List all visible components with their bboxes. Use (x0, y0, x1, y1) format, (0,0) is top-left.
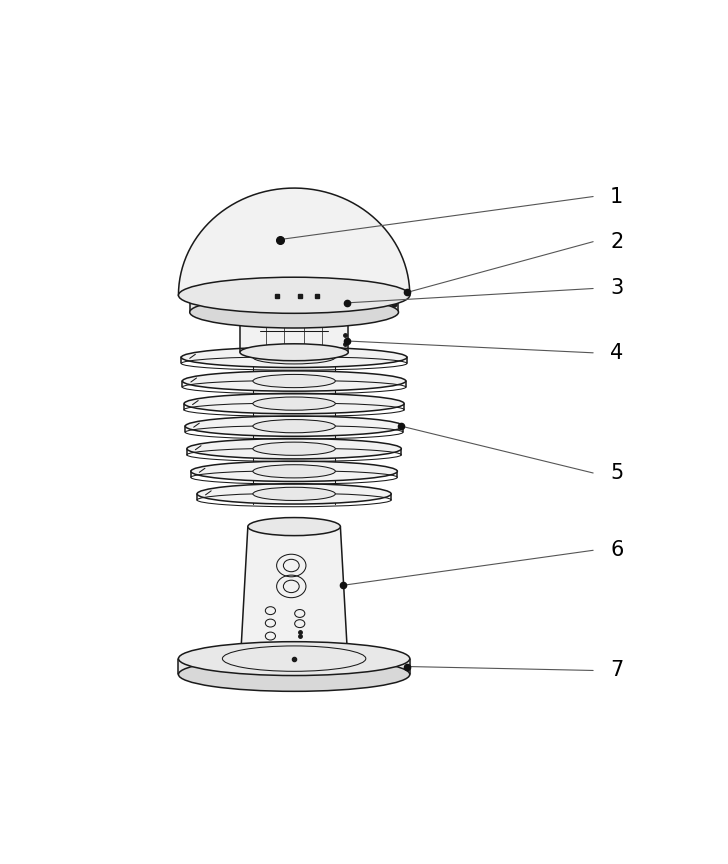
Ellipse shape (190, 296, 398, 328)
Ellipse shape (178, 642, 410, 676)
Text: 7: 7 (610, 660, 623, 681)
Text: 1: 1 (610, 187, 623, 206)
Text: 3: 3 (610, 278, 623, 298)
Ellipse shape (185, 416, 403, 436)
Ellipse shape (240, 304, 348, 321)
Ellipse shape (253, 442, 336, 455)
Ellipse shape (178, 277, 410, 314)
Ellipse shape (253, 487, 336, 500)
Polygon shape (240, 312, 348, 353)
Polygon shape (253, 358, 336, 504)
Polygon shape (190, 295, 398, 312)
Ellipse shape (181, 347, 407, 367)
Polygon shape (240, 526, 348, 658)
Ellipse shape (240, 344, 348, 360)
Text: 2: 2 (610, 232, 623, 251)
Text: 4: 4 (610, 343, 623, 363)
Text: 6: 6 (610, 540, 623, 560)
Polygon shape (178, 188, 410, 295)
Polygon shape (178, 658, 410, 675)
Ellipse shape (253, 397, 336, 410)
Ellipse shape (178, 658, 410, 691)
Ellipse shape (253, 351, 336, 364)
Ellipse shape (191, 461, 397, 481)
Ellipse shape (184, 393, 404, 414)
Ellipse shape (183, 371, 405, 391)
Text: 5: 5 (610, 463, 623, 483)
Ellipse shape (197, 484, 391, 504)
Ellipse shape (253, 465, 336, 478)
Ellipse shape (187, 439, 401, 459)
Ellipse shape (190, 279, 398, 311)
Ellipse shape (248, 518, 341, 536)
Ellipse shape (253, 374, 336, 388)
Ellipse shape (253, 420, 336, 433)
